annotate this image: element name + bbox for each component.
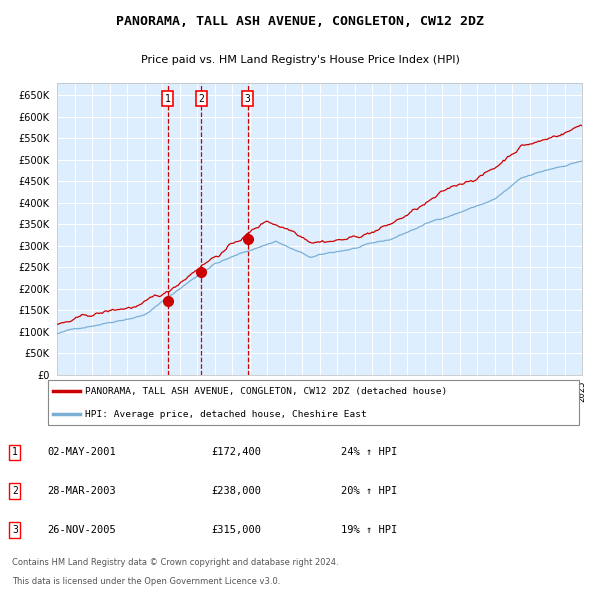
FancyBboxPatch shape bbox=[47, 380, 580, 425]
Text: 3: 3 bbox=[245, 94, 251, 104]
Text: 26-NOV-2005: 26-NOV-2005 bbox=[47, 525, 116, 535]
Text: 1: 1 bbox=[165, 94, 171, 104]
Text: 20% ↑ HPI: 20% ↑ HPI bbox=[341, 486, 397, 496]
Text: 2: 2 bbox=[12, 486, 18, 496]
Text: Contains HM Land Registry data © Crown copyright and database right 2024.: Contains HM Land Registry data © Crown c… bbox=[12, 558, 338, 567]
Text: 1: 1 bbox=[12, 447, 18, 457]
Text: 19% ↑ HPI: 19% ↑ HPI bbox=[341, 525, 397, 535]
Text: PANORAMA, TALL ASH AVENUE, CONGLETON, CW12 2DZ (detached house): PANORAMA, TALL ASH AVENUE, CONGLETON, CW… bbox=[85, 386, 448, 396]
Text: 2: 2 bbox=[198, 94, 204, 104]
Text: PANORAMA, TALL ASH AVENUE, CONGLETON, CW12 2DZ: PANORAMA, TALL ASH AVENUE, CONGLETON, CW… bbox=[116, 15, 484, 28]
Text: HPI: Average price, detached house, Cheshire East: HPI: Average price, detached house, Ches… bbox=[85, 409, 367, 419]
Text: £315,000: £315,000 bbox=[212, 525, 262, 535]
Text: £238,000: £238,000 bbox=[212, 486, 262, 496]
Text: 24% ↑ HPI: 24% ↑ HPI bbox=[341, 447, 397, 457]
Text: 3: 3 bbox=[12, 525, 18, 535]
Text: 28-MAR-2003: 28-MAR-2003 bbox=[47, 486, 116, 496]
Text: Price paid vs. HM Land Registry's House Price Index (HPI): Price paid vs. HM Land Registry's House … bbox=[140, 55, 460, 65]
Text: This data is licensed under the Open Government Licence v3.0.: This data is licensed under the Open Gov… bbox=[12, 577, 280, 586]
Text: £172,400: £172,400 bbox=[212, 447, 262, 457]
Text: 02-MAY-2001: 02-MAY-2001 bbox=[47, 447, 116, 457]
